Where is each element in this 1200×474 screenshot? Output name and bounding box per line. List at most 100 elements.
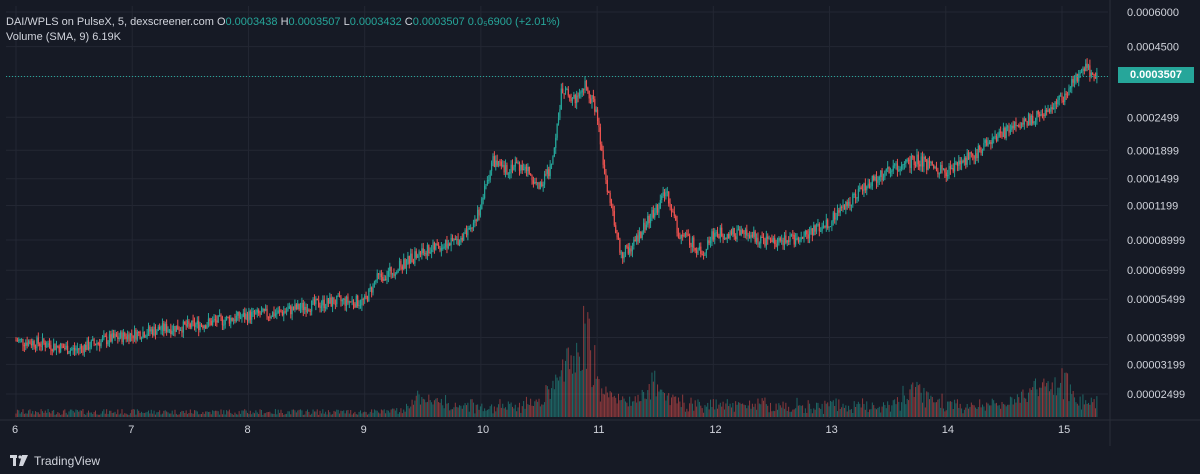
volume-bar [892,400,894,417]
volume-bar [789,411,791,417]
volume-bar [96,414,98,417]
volume-bar [213,411,215,417]
candle-body [842,204,844,208]
volume-bar [585,368,587,417]
volume-bar [969,406,971,417]
candle-body [124,332,126,337]
candle-body [516,162,518,164]
candle-body [564,89,567,94]
volume-bar [436,398,438,417]
volume-bar [834,405,836,417]
candle-body [305,306,307,313]
candle-body [454,238,456,240]
candle-body [1001,132,1003,138]
symbol-title[interactable]: DAI/WPLS on PulseX, 5, dexscreener.com [6,16,214,28]
volume-bar [316,409,318,417]
volume-bar [530,398,532,417]
brand-label: TradingView [34,454,101,468]
volume-bar [831,401,833,417]
volume-bar [793,409,795,417]
candle-body [661,196,663,201]
volume-bar [666,395,668,417]
candle-body [792,234,794,236]
volume-bar [1021,391,1023,417]
volume-bar [959,403,961,417]
volume-bar [675,396,677,417]
volume-bar [961,408,963,417]
candle-body [457,238,459,246]
volume-bar [707,402,709,417]
candle-body [354,304,356,308]
tradingview-brand[interactable]: TradingView [10,454,100,468]
volume-bar [906,398,908,417]
time-axis[interactable]: 6 7 8 9 10 11 12 13 14 15 [12,424,1070,436]
volume-bar [453,407,455,417]
footer-bar [0,446,1200,474]
candle-body [477,209,479,221]
candle-body [68,352,70,354]
volume-bar [175,413,177,417]
volume-bar [694,400,696,417]
volume-bar [220,409,222,417]
candle-body [443,246,445,248]
volume-bar [189,409,191,417]
candle-body [723,238,726,240]
candle-body [654,213,656,218]
candle-body [345,296,348,306]
candle-body [656,204,659,213]
candle-body [186,320,189,327]
volume-bar [767,405,769,417]
volume-legend[interactable]: Volume (SMA, 9) 6.19K [6,31,121,43]
volume-bar [44,410,46,417]
candle-body [1080,71,1083,73]
candle-body [716,232,719,236]
candle-body [338,295,341,297]
candle-body [336,295,338,305]
volume-bar [498,404,500,417]
candle-body [910,156,912,168]
candle-body [707,240,709,249]
candle-body [376,273,378,281]
candle-body [205,325,207,329]
candle-body [852,194,854,205]
candle-body [846,201,848,207]
volume-bar [715,399,717,417]
volume-bar [122,414,124,417]
candle-body [859,187,861,189]
volume-bar [1083,404,1085,417]
candle-body [991,137,993,145]
volume-bar [736,404,738,417]
candle-body [790,234,793,237]
volume-bar [1062,399,1064,417]
candle-body [676,220,678,234]
candle-body [358,305,360,307]
candle-body [1015,121,1017,127]
volume-bar [366,414,368,417]
candle-body [207,318,210,326]
candle-body [1082,68,1084,72]
volume-bar [389,412,391,417]
candle-body [146,333,148,337]
volume-bar [965,407,967,417]
candle-body [924,156,926,160]
price-axis[interactable]: 0.00060000.00045000.00024990.00018990.00… [1127,7,1185,401]
volume-bar [471,399,473,417]
volume-bar [587,312,589,417]
candle-body [492,156,494,163]
volume-bar [580,370,582,417]
candle-body [594,99,596,112]
volume-bar [433,400,435,417]
candle-body [337,295,339,297]
candle-body [248,311,250,322]
candle-body [108,334,111,343]
volume-bar [516,411,518,417]
candle-body [419,251,422,255]
candle-body [1027,114,1030,126]
y-tick-label: 0.0002499 [1127,112,1179,124]
volume-bar [1051,382,1053,417]
volume-bar [544,402,546,417]
candle-body [48,343,51,346]
volume-bar [647,390,649,417]
candle-body [751,234,753,237]
